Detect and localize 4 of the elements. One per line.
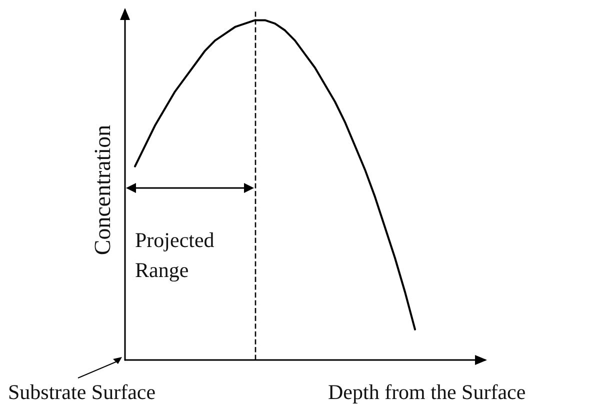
- text: Substrate Surface: [8, 380, 156, 405]
- y-axis-title: Concentration: [90, 124, 116, 256]
- annotation: Projected Range: [135, 227, 216, 284]
- x-axis-title: Depth from the Surface: [328, 380, 526, 405]
